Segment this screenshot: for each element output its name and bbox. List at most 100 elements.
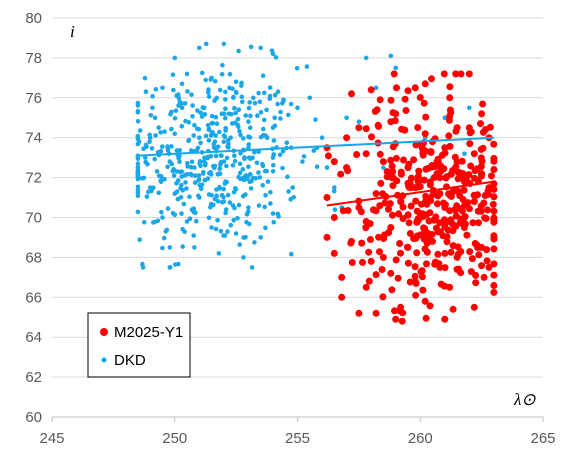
dkd-point <box>237 161 243 167</box>
m2025-y1-point <box>348 90 355 98</box>
dkd-point <box>231 95 236 100</box>
dkd-point <box>135 119 141 124</box>
dkd-point <box>205 155 210 161</box>
dkd-point <box>208 201 214 207</box>
series-dkd <box>135 41 472 270</box>
m2025-y1-point <box>392 154 400 162</box>
m2025-y1-point <box>413 207 421 215</box>
dkd-point <box>236 107 242 112</box>
m2025-y1-point <box>366 220 374 228</box>
m2025-y1-point <box>401 95 409 103</box>
m2025-y1-point <box>379 293 387 301</box>
dkd-point <box>224 163 229 169</box>
dkd-point <box>187 194 192 200</box>
dkd-point <box>223 210 228 216</box>
dkd-point <box>203 133 209 139</box>
dkd-point <box>172 131 178 136</box>
y-tick-label: 64 <box>25 329 42 346</box>
dkd-point <box>200 70 205 76</box>
m2025-y1-point <box>488 172 495 180</box>
m2025-y1-point <box>470 174 478 182</box>
trendlines <box>137 136 495 207</box>
m2025-y1-point <box>405 160 413 168</box>
m2025-y1-point <box>479 100 487 108</box>
x-axis-ticks: 245 250 255 260 265 <box>39 417 556 447</box>
m2025-y1-point <box>406 278 414 286</box>
m2025-y1-point <box>456 169 464 177</box>
m2025-y1-point <box>359 258 366 266</box>
dkd-point <box>149 188 154 194</box>
m2025-y1-point <box>427 148 435 156</box>
dkd-point <box>205 123 211 128</box>
dkd-point <box>258 45 264 51</box>
dkd-point <box>219 200 225 205</box>
dkd-point <box>162 129 167 134</box>
dkd-point <box>160 144 165 149</box>
y-axis-title: i <box>70 22 75 41</box>
m2025-y1-point <box>357 208 365 216</box>
dkd-point <box>247 125 253 130</box>
dkd-point <box>240 99 245 105</box>
m2025-y1-point <box>418 267 426 275</box>
dkd-point <box>246 119 251 124</box>
dkd-point <box>211 164 216 169</box>
dkd-point <box>262 204 268 210</box>
m2025-y1-point <box>375 122 382 130</box>
m2025-y1-point <box>385 229 393 236</box>
dkd-point <box>314 164 320 169</box>
dkd-point <box>234 90 239 96</box>
dkd-point <box>236 174 241 180</box>
m2025-y1-point <box>441 201 449 209</box>
legend-label-m2025-y1: M2025-Y1 <box>114 324 183 341</box>
dkd-point <box>240 193 246 199</box>
m2025-y1-point <box>490 245 498 253</box>
m2025-y1-point <box>385 205 392 213</box>
dkd-point <box>169 109 174 115</box>
m2025-y1-point <box>396 240 404 247</box>
dkd-point <box>221 194 226 200</box>
dkd-point <box>147 132 152 138</box>
dkd-point <box>262 168 268 174</box>
m2025-y1-point <box>421 297 429 305</box>
dkd-point <box>251 95 256 101</box>
m2025-y1-point <box>475 219 482 227</box>
dkd-point <box>219 71 225 77</box>
dkd-point <box>373 85 379 91</box>
dkd-point <box>224 155 230 161</box>
m2025-y1-point <box>411 84 419 92</box>
dkd-point <box>237 128 242 134</box>
dkd-point <box>205 90 211 95</box>
dkd-point <box>217 87 223 93</box>
dkd-point <box>219 153 224 159</box>
m2025-y1-point <box>485 263 493 271</box>
m2025-y1-point <box>355 309 363 317</box>
dkd-point <box>256 203 262 208</box>
dkd-point <box>255 113 260 118</box>
dkd-point <box>232 105 237 111</box>
dkd-point <box>144 194 150 199</box>
dkd-point <box>235 216 240 221</box>
dkd-point <box>219 111 225 117</box>
m2025-y1-point <box>472 279 480 287</box>
dkd-point <box>179 123 185 129</box>
dkd-point <box>232 158 238 164</box>
dkd-point <box>220 62 225 68</box>
dkd-point <box>196 193 201 199</box>
m2025-y1-point <box>411 263 419 271</box>
m2025-y1-point <box>490 140 498 148</box>
m2025-y1-point <box>479 144 487 152</box>
dkd-point <box>203 77 208 83</box>
m2025-y1-point <box>330 158 338 166</box>
m2025-y1-point <box>372 309 380 317</box>
dkd-point <box>169 161 174 167</box>
dkd-point <box>267 85 273 90</box>
dkd-point <box>212 196 218 202</box>
dkd-point <box>332 207 338 212</box>
dkd-point <box>172 212 178 218</box>
dkd-point <box>182 101 188 106</box>
dkd-point <box>261 126 266 132</box>
m2025-y1-point <box>419 147 427 155</box>
y-tick-label: 60 <box>25 409 42 426</box>
dkd-point <box>135 165 141 170</box>
m2025-y1-point <box>388 286 396 294</box>
